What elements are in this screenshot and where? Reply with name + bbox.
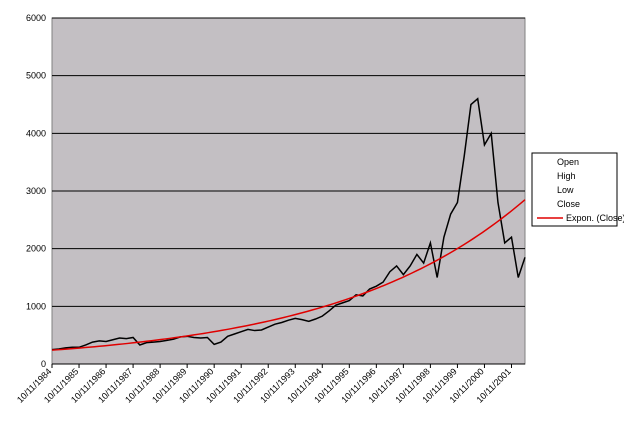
y-tick-label: 4000 [26,128,46,138]
y-tick-label: 2000 [26,244,46,254]
y-tick-label: 6000 [26,13,46,23]
legend-label: High [557,171,576,181]
legend-label: Low [557,185,574,195]
legend-label: Expon. (Close) [566,213,624,223]
legend-box [531,152,618,227]
trendline [51,199,526,351]
legend-label: Open [557,157,579,167]
y-tick-label: 1000 [26,301,46,311]
y-tick-label: 3000 [26,186,46,196]
legend-label: Close [557,199,580,209]
y-tick-label: 0 [41,359,46,369]
series-line [51,97,526,351]
y-tick-label: 5000 [26,71,46,81]
